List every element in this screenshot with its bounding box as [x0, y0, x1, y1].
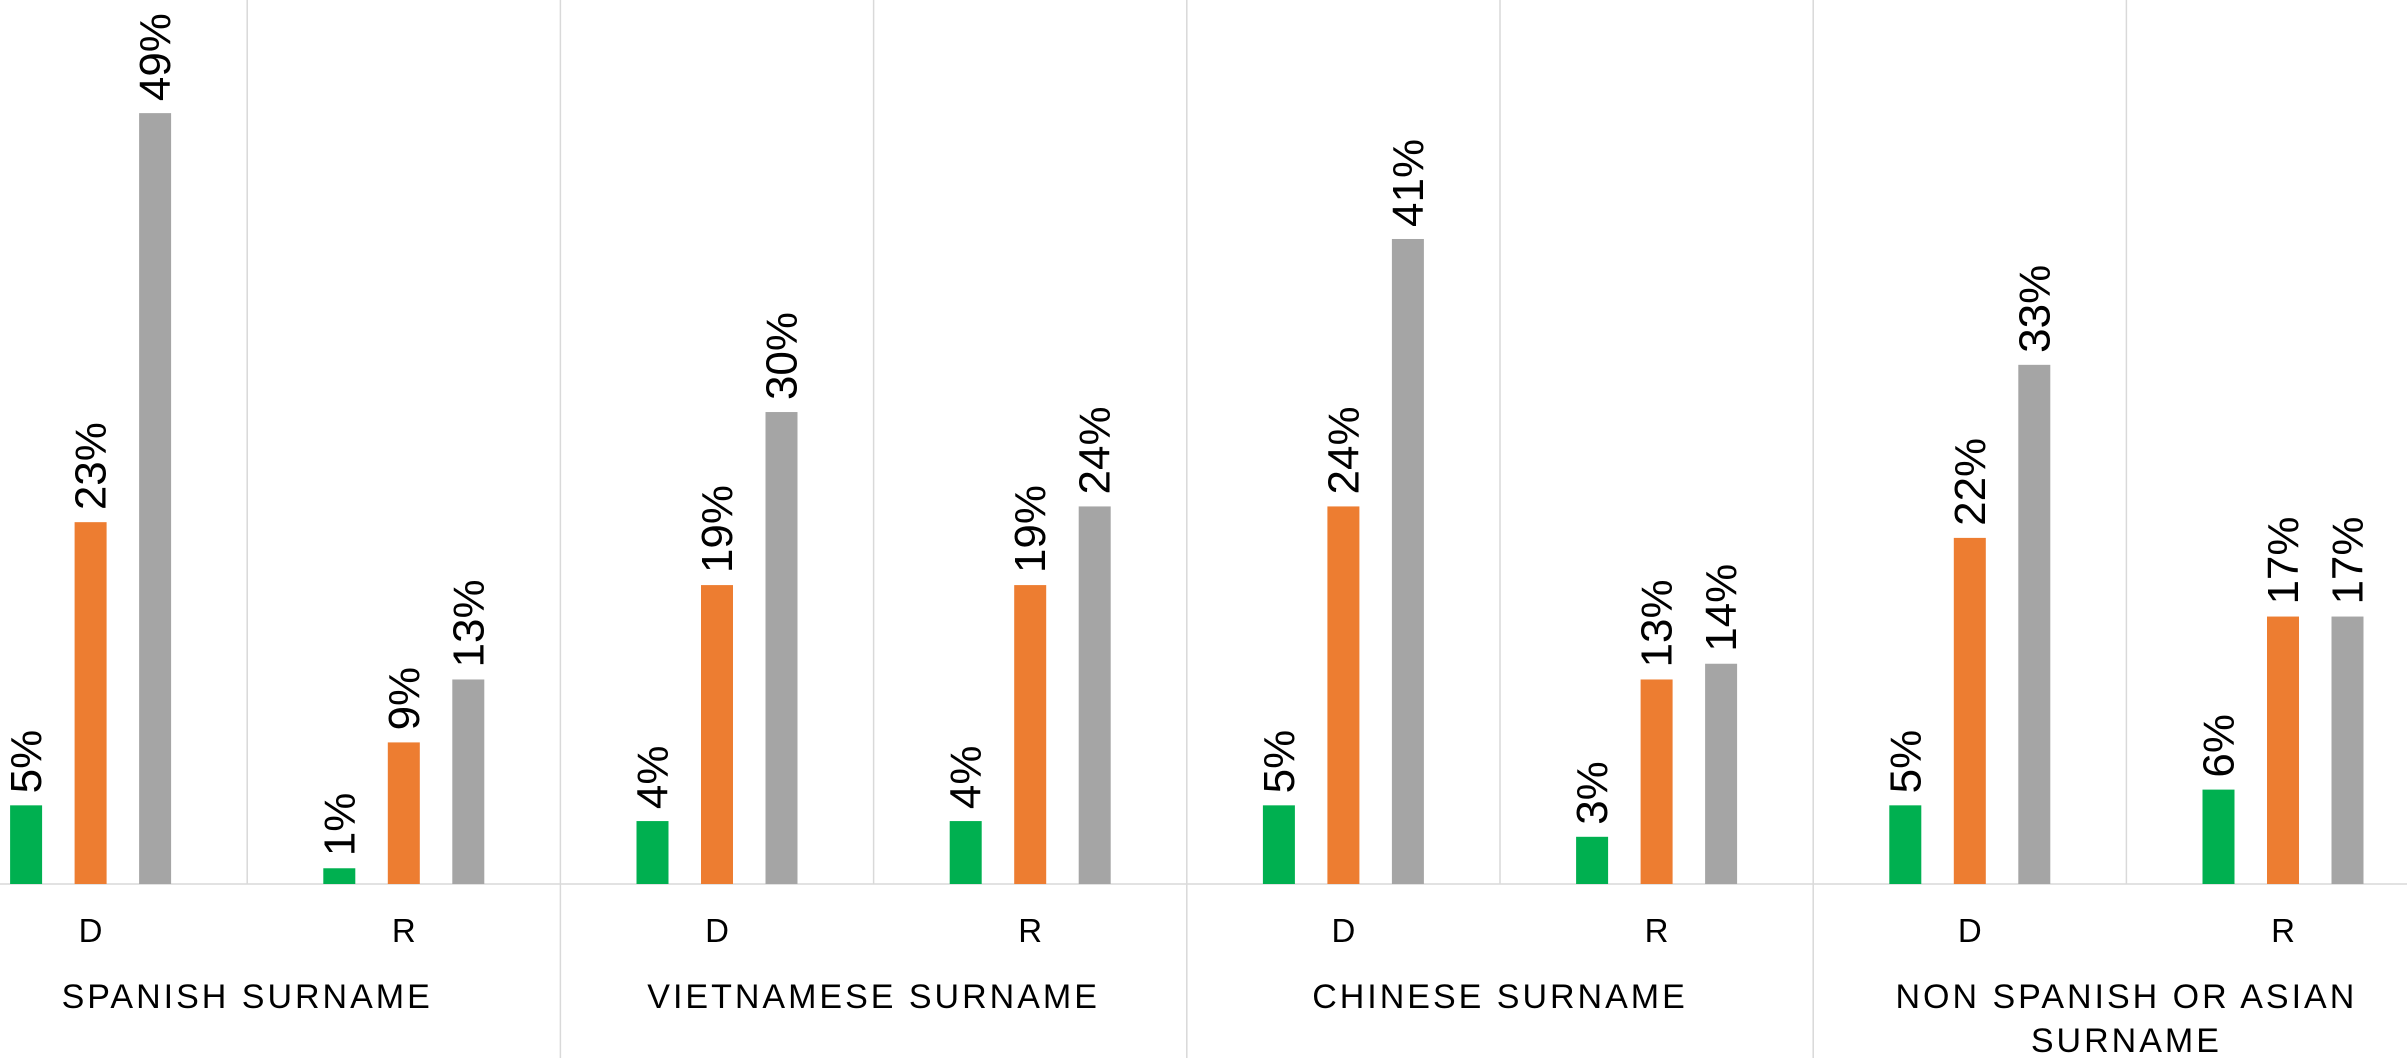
data-label: 9% — [380, 667, 429, 731]
x-tick-label: D — [1331, 912, 1355, 949]
data-label: 24% — [1319, 406, 1368, 494]
data-label: 19% — [693, 485, 742, 573]
data-label: 49% — [131, 13, 180, 101]
x-tick-label: R — [2271, 912, 2295, 949]
bar — [2202, 789, 2235, 884]
bar — [1262, 805, 1295, 884]
data-label: 30% — [758, 312, 807, 400]
x-tick-label: D — [79, 912, 103, 949]
x-tick-label: D — [705, 912, 729, 949]
bar — [1576, 836, 1609, 884]
data-label: 24% — [1071, 406, 1120, 494]
data-label: 3% — [1568, 761, 1617, 825]
bar — [2331, 616, 2364, 884]
bar — [2267, 616, 2299, 884]
bar — [2018, 364, 2051, 884]
bar — [10, 805, 43, 884]
bar — [323, 868, 356, 884]
bar — [387, 742, 420, 884]
x-tick-label: R — [392, 912, 416, 949]
bar — [1953, 537, 1986, 884]
bar — [1705, 663, 1738, 884]
data-label: 5% — [1255, 730, 1304, 794]
data-label: 5% — [2, 730, 51, 794]
data-label: 4% — [942, 745, 991, 809]
data-label: 5% — [1881, 730, 1930, 794]
bar — [1889, 805, 1922, 884]
bar — [1391, 238, 1424, 884]
x-tick-label: D — [1958, 912, 1982, 949]
bar — [949, 821, 982, 884]
data-label: 33% — [2010, 265, 2059, 353]
bar — [636, 821, 669, 884]
data-label: 17% — [2259, 516, 2308, 604]
data-label: 13% — [1633, 579, 1682, 667]
group-label: CHINESE SURNAME — [1312, 978, 1688, 1016]
bar — [765, 412, 798, 884]
data-label: 4% — [629, 745, 678, 809]
group-label: SPANISH SURNAME — [61, 978, 433, 1016]
data-label: 23% — [67, 422, 116, 510]
data-label: 14% — [1697, 564, 1746, 652]
data-label: 41% — [1384, 139, 1433, 227]
bar — [1078, 506, 1111, 884]
group-label: NON SPANISH OR ASIAN SURNAME — [1895, 978, 2358, 1058]
x-tick-label: R — [1018, 912, 1042, 949]
data-label: 13% — [444, 579, 493, 667]
bar — [74, 522, 107, 884]
bar — [701, 585, 733, 884]
data-label: 1% — [315, 793, 364, 857]
bar — [1640, 679, 1673, 884]
bar — [139, 113, 172, 884]
bar — [1014, 585, 1047, 884]
bar — [452, 679, 485, 884]
bar — [1327, 506, 1360, 884]
x-tick-label: R — [1645, 912, 1669, 949]
data-label: 17% — [2324, 516, 2373, 604]
data-label: 22% — [1946, 438, 1995, 526]
data-label: 6% — [2195, 714, 2244, 778]
data-label: 19% — [1006, 485, 1055, 573]
group-label: VIETNAMESE SURNAME — [647, 978, 1100, 1016]
